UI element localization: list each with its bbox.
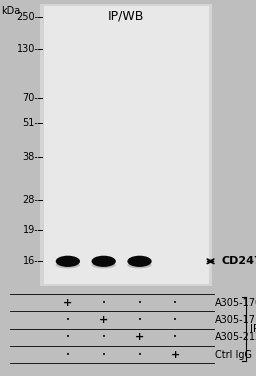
Text: •: •: [66, 334, 70, 340]
Text: •: •: [102, 300, 106, 306]
Text: CD247: CD247: [221, 256, 256, 266]
Text: +: +: [63, 298, 72, 308]
Text: •: •: [66, 352, 70, 358]
Text: A305-171A: A305-171A: [215, 315, 256, 325]
Text: +: +: [171, 350, 180, 359]
Text: 130-: 130-: [17, 44, 38, 54]
Text: •: •: [102, 352, 106, 358]
Text: A305-170A: A305-170A: [215, 298, 256, 308]
Text: 38-: 38-: [23, 152, 38, 162]
Text: 250-: 250-: [16, 12, 38, 22]
Text: •: •: [102, 334, 106, 340]
Text: 51-: 51-: [23, 118, 38, 128]
Bar: [40, 4, 212, 286]
Text: 28-: 28-: [23, 195, 38, 205]
Text: 16-: 16-: [23, 256, 38, 266]
Text: IP/WB: IP/WB: [108, 9, 144, 23]
Text: •: •: [137, 317, 142, 323]
Text: IP: IP: [250, 324, 256, 334]
Text: •: •: [173, 300, 177, 306]
Text: 19-: 19-: [23, 225, 38, 235]
Text: •: •: [137, 300, 142, 306]
Text: •: •: [173, 317, 177, 323]
Text: kDa: kDa: [1, 6, 20, 16]
Text: +: +: [135, 332, 144, 342]
Ellipse shape: [56, 256, 80, 267]
Ellipse shape: [92, 262, 116, 268]
Ellipse shape: [56, 262, 80, 268]
Ellipse shape: [92, 256, 116, 267]
Ellipse shape: [127, 256, 152, 267]
Text: 70-: 70-: [23, 93, 38, 103]
Bar: [44, 6, 209, 284]
Text: •: •: [173, 334, 177, 340]
Text: A305-212A: A305-212A: [215, 332, 256, 342]
Text: Ctrl IgG: Ctrl IgG: [215, 350, 252, 359]
Text: •: •: [66, 317, 70, 323]
Ellipse shape: [127, 262, 152, 268]
Text: +: +: [99, 315, 108, 325]
Text: •: •: [137, 352, 142, 358]
